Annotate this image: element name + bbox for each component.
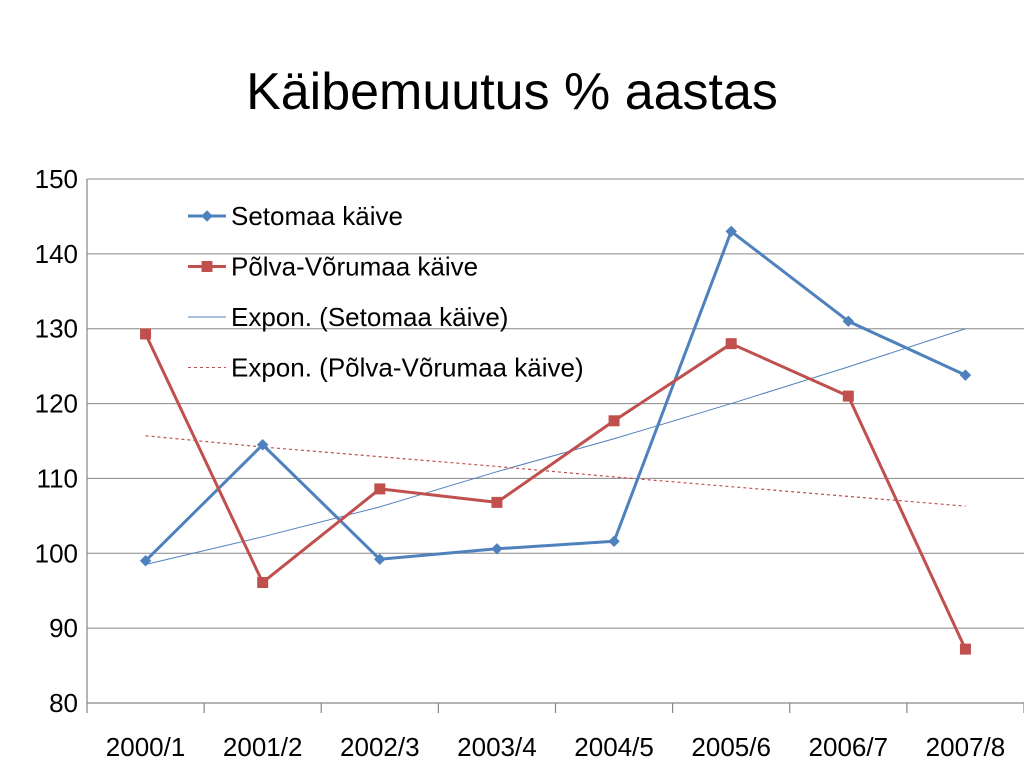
gridlines [87,178,1024,629]
series-line-0 [144,229,967,562]
data-point-0-7 [959,369,972,381]
data-point-0-1 [256,439,269,451]
trendline-0 [145,328,966,566]
data-point-0-6 [842,315,855,327]
x-tick-label-2000/1: 2000/1 [106,732,186,762]
data-point-0-2 [374,553,386,565]
legend-label: Setomaa käive [231,201,403,231]
x-tick-label-2005/6: 2005/6 [691,732,771,762]
x-tick-label-2003/4: 2003/4 [457,732,537,762]
x-tick-label-2007/8: 2007/8 [926,732,1006,762]
y-tick-label-80: 80 [49,688,78,718]
legend-item-1: Põlva-Võrumaa käive [188,252,478,282]
legend-item-2: Expon. (Setomaa käive) [188,302,508,332]
x-tick-label-2002/3: 2002/3 [340,732,420,762]
axes [86,179,1024,713]
legend-label: Expon. (Põlva-Võrumaa käive) [231,353,584,383]
data-point-1-4 [608,415,620,427]
data-point-1-1 [257,576,269,588]
y-tick-label-110: 110 [37,463,78,493]
legend-marker [201,261,213,272]
trendline-1 [145,435,966,507]
trendlines [145,328,966,566]
legend-item-0: Setomaa käive [188,201,403,231]
legend-label: Expon. (Setomaa käive) [231,302,508,332]
legend: Setomaa käive Põlva-Võrumaa käive Expon. (… [188,201,584,383]
y-tick-label-100: 100 [35,538,78,568]
data-point-1-6 [842,390,854,402]
data-point-0-3 [491,543,503,555]
legend-label: Põlva-Võrumaa käive [231,252,478,282]
y-tick-label-130: 130 [35,314,78,344]
y-tick-label-150: 150 [35,164,78,194]
series-line-1 [144,333,967,650]
data-point-0-0 [139,555,152,567]
series-1 [140,328,971,655]
data-point-1-7 [959,643,971,655]
data-point-1-2 [374,483,386,495]
x-tick-label-2001/2: 2001/2 [223,732,303,762]
x-tick-label-2006/7: 2006/7 [809,732,889,762]
data-point-1-5 [725,338,737,350]
chart-title: Käibemuutus % aastas [246,63,778,121]
legend-marker [201,210,213,222]
tick-labels: 80 90 100 110 120 130 140 150 2000/1 2001/2 2002/3… [35,164,1006,762]
x-tick-label-2004/5: 2004/5 [574,732,654,762]
y-tick-label-140: 140 [35,239,78,269]
data-point-0-5 [725,225,737,238]
data-point-0-4 [608,535,620,548]
series-0 [139,225,972,567]
series-lines [139,225,972,655]
y-tick-label-120: 120 [35,389,78,419]
data-point-1-3 [491,496,503,508]
data-point-1-0 [140,328,152,340]
y-tick-label-90: 90 [49,613,78,643]
legend-item-3: Expon. (Põlva-Võrumaa käive) [188,353,584,383]
